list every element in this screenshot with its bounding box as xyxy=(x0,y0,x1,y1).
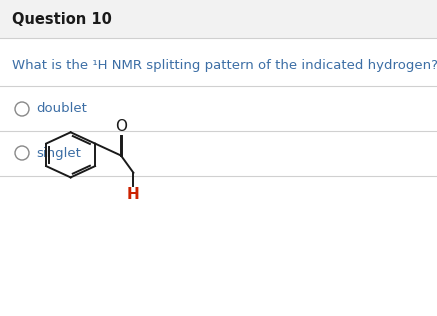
Bar xyxy=(0,0,437,38)
Text: singlet: singlet xyxy=(36,147,81,160)
Text: H: H xyxy=(127,187,140,202)
Text: O: O xyxy=(115,118,127,134)
Text: doublet: doublet xyxy=(36,102,87,116)
Text: What is the ¹H NMR splitting pattern of the indicated hydrogen?: What is the ¹H NMR splitting pattern of … xyxy=(12,59,437,72)
Text: Question 10: Question 10 xyxy=(12,11,112,27)
